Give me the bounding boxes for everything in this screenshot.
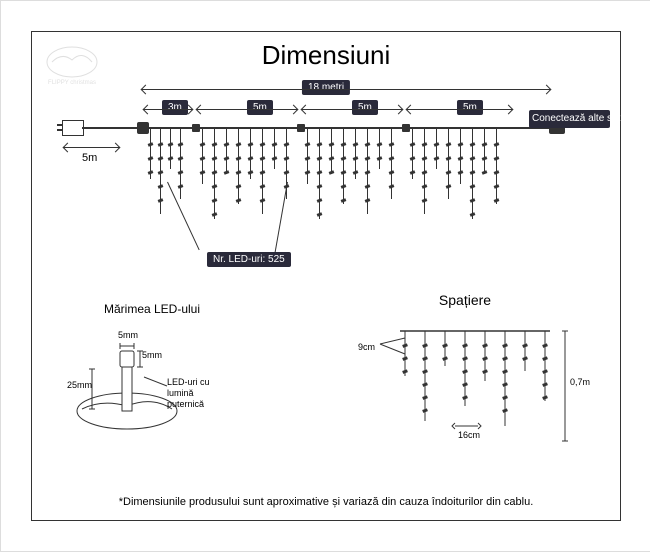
total-arrow (142, 89, 550, 90)
connector-start (137, 122, 149, 134)
seg-1: 5m (247, 100, 273, 115)
sp-h: 9cm (358, 342, 375, 352)
led-h: 5mm (142, 350, 162, 360)
seg-arrow-0 (144, 109, 192, 110)
lead-label: 5m (82, 152, 97, 164)
seg-3: 5m (457, 100, 483, 115)
connect-note: Conectează alte seturi până la 40m (529, 110, 610, 128)
led-size-diagram: Mărimea LED-ului 5mm 5mm 25mm LED-uri cu… (72, 302, 232, 446)
sp-b: 16cm (458, 430, 480, 440)
leadline-2 (274, 182, 288, 256)
led-w: 5mm (118, 330, 138, 340)
lead-cable (82, 127, 142, 129)
main-title: Dimensiuni (32, 40, 620, 71)
footnote: *Dimensiunile produsului sunt aproximati… (32, 496, 620, 508)
sp-d: 0,7m (570, 377, 590, 387)
node-1 (192, 124, 200, 132)
node-3 (402, 124, 410, 132)
seg-arrow-3 (407, 109, 512, 110)
leadline-1 (167, 182, 200, 250)
lead-arrow (64, 147, 119, 148)
svg-text:FLIPPY christmas: FLIPPY christmas (48, 80, 96, 86)
brand-logo: FLIPPY christmas (42, 42, 102, 92)
plug-icon (62, 120, 84, 136)
diagram-container: FLIPPY christmas Dimensiuni 18 metri 3m … (0, 0, 650, 552)
led-count-label: Nr. LED-uri: 525 (207, 252, 291, 267)
diagram-frame: FLIPPY christmas Dimensiuni 18 metri 3m … (31, 31, 621, 521)
seg-arrow-1 (197, 109, 297, 110)
seg-arrow-2 (302, 109, 402, 110)
spacing-title: Spațiere (350, 292, 580, 308)
main-cable (140, 127, 560, 129)
led-note: LED-uri cu lumină puternică (167, 377, 232, 409)
led-size-title: Mărimea LED-ului (72, 302, 232, 316)
spacing-diagram: Spațiere 9cm 16cm 0,7m (350, 292, 580, 461)
seg-2: 5m (352, 100, 378, 115)
led-d: 25mm (67, 380, 92, 390)
total-length-label: 18 metri (302, 80, 350, 95)
node-2 (297, 124, 305, 132)
